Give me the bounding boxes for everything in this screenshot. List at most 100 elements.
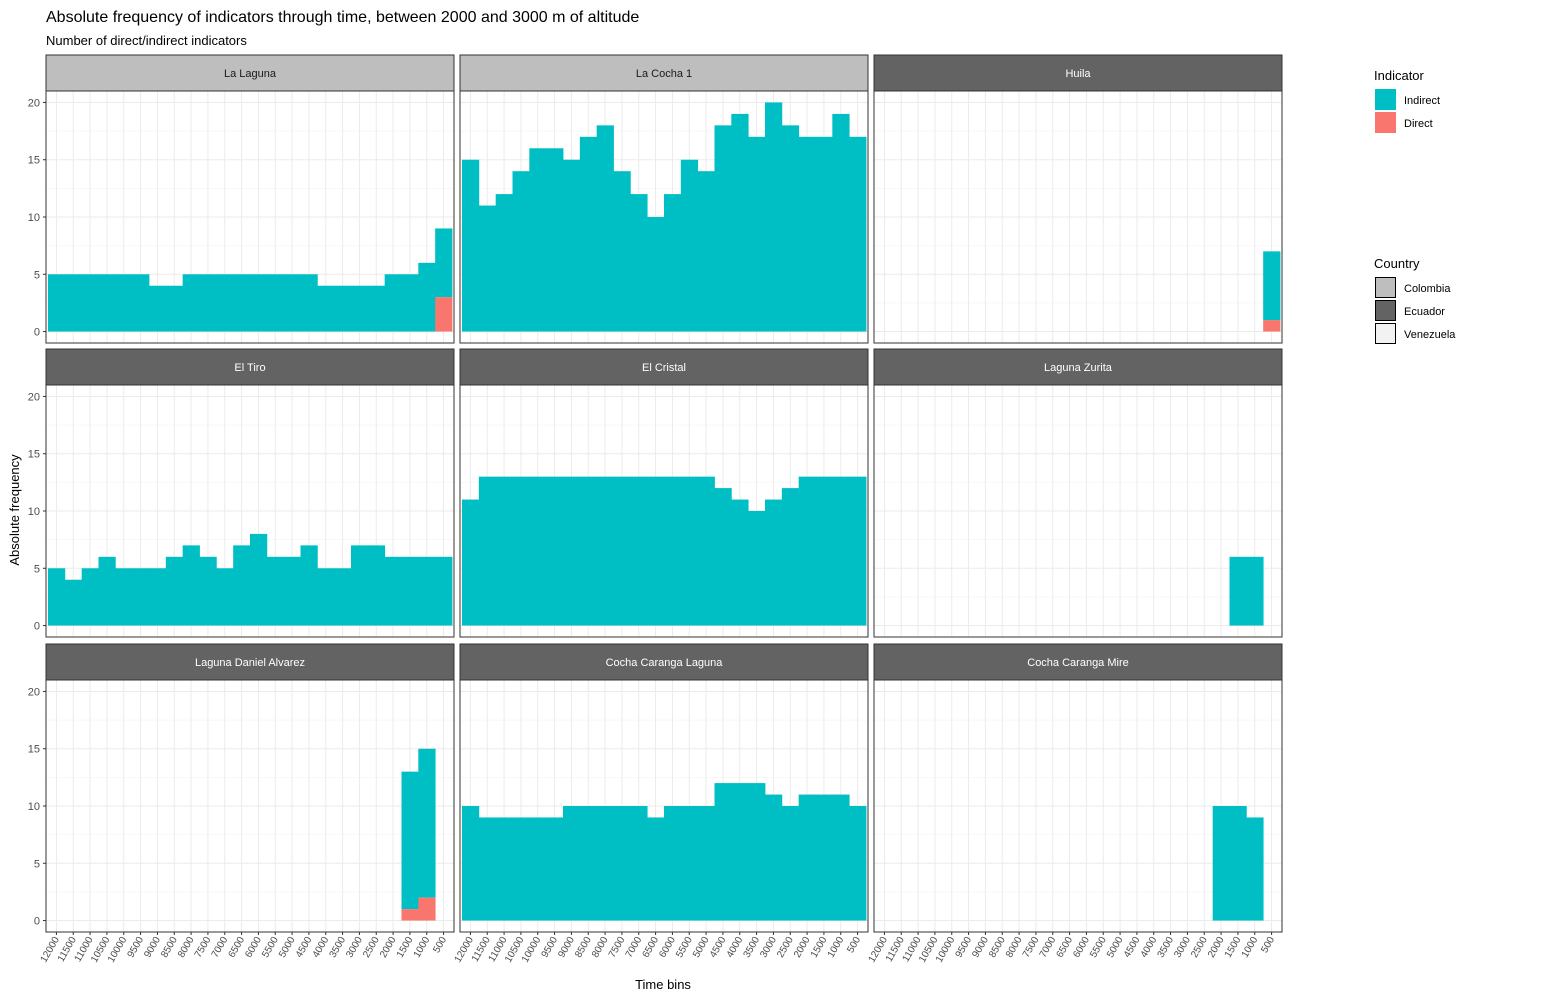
bar-indirect	[300, 274, 318, 332]
bar-indirect	[563, 806, 581, 921]
bar-indirect	[115, 274, 133, 332]
x-tick-label: 6500	[227, 935, 248, 960]
bar-indirect	[563, 476, 581, 626]
bar-indirect	[401, 771, 419, 910]
x-tick-label: 1000	[1240, 935, 1261, 960]
bar-indirect	[1212, 806, 1230, 921]
panel-border	[873, 90, 1283, 344]
bar-indirect	[418, 556, 436, 626]
facet-panel: Laguna Daniel Alvarez 0 5 10 15 20	[28, 643, 455, 933]
bar-indirect	[418, 262, 436, 332]
bar-indirect	[1246, 817, 1264, 921]
bar-indirect	[334, 568, 352, 626]
legend-key	[1375, 277, 1396, 298]
bar-indirect	[64, 274, 83, 332]
bar-indirect	[149, 285, 167, 332]
legend-key	[1375, 323, 1396, 344]
x-tick-label: 7000	[210, 935, 231, 960]
bar-indirect	[367, 545, 386, 626]
bar-indirect	[132, 568, 150, 626]
legend-title: Country	[1374, 256, 1420, 271]
bar-indirect	[512, 476, 530, 626]
x-tick-label: 2000	[1206, 935, 1227, 960]
x-tick-label: 500	[431, 935, 449, 955]
bar-indirect	[765, 499, 783, 626]
legend-key	[1375, 89, 1396, 110]
x-tick-label: 9000	[556, 935, 577, 960]
bar-indirect	[351, 285, 369, 332]
bar-indirect	[1246, 556, 1264, 626]
bar-indirect	[1229, 806, 1247, 921]
legend-country: Country Colombia Ecuador Venezuela	[1374, 256, 1456, 344]
x-tick-label: 7000	[1038, 935, 1059, 960]
legends: Indicator Indirect Direct Country Colombia Ec…	[1374, 68, 1456, 344]
bar-indirect	[512, 171, 530, 332]
x-tick-label: 7500	[1021, 935, 1042, 960]
bar-indirect	[401, 556, 419, 626]
x-tick-label: 5500	[674, 935, 695, 960]
legend-key	[1375, 300, 1396, 321]
facet-strip	[459, 643, 869, 681]
bar-indirect	[664, 806, 682, 921]
bar-indirect	[462, 806, 480, 921]
y-tick-label: 10	[28, 506, 40, 518]
x-tick-label: 9500	[954, 935, 975, 960]
bar-indirect	[478, 476, 497, 626]
bar-indirect	[647, 217, 665, 332]
panel-border	[459, 679, 869, 933]
y-tick-label: 20	[28, 97, 40, 109]
y-tick-label: 10	[28, 801, 40, 813]
bar-indirect	[748, 511, 766, 626]
x-tick-label: 7500	[193, 935, 214, 960]
bar-indirect	[647, 476, 665, 626]
y-tick-label: 0	[34, 916, 40, 928]
bar-indirect	[149, 568, 167, 626]
y-tick-label: 0	[34, 621, 40, 633]
y-tick-label: 20	[28, 686, 40, 698]
facet-strip-label: El Tiro	[234, 362, 265, 374]
x-tick-label: 6000	[243, 935, 264, 960]
bar-indirect	[435, 556, 453, 626]
y-tick-label: 20	[28, 391, 40, 403]
bar-indirect	[815, 476, 833, 626]
facet-strip-label: Laguna Daniel Alvarez	[195, 657, 305, 669]
y-axis-label: Absolute frequency	[7, 454, 22, 566]
bar-indirect	[435, 228, 453, 298]
bar-indirect	[647, 817, 665, 921]
bar-indirect	[529, 148, 547, 332]
bar-indirect	[748, 783, 766, 921]
x-tick-label: 1500	[395, 935, 416, 960]
bar-indirect	[182, 274, 200, 332]
bar-indirect	[81, 274, 99, 332]
bar-indirect	[115, 568, 133, 626]
x-tick-label: 2500	[775, 935, 796, 960]
bar-indirect	[216, 274, 234, 332]
facet-panel: Laguna Zurita	[873, 348, 1283, 638]
panel-border	[459, 384, 869, 638]
bar-indirect	[98, 556, 116, 626]
y-tick-label: 5	[34, 858, 40, 870]
bar-indirect	[199, 556, 217, 626]
x-tick-label: 2500	[361, 935, 382, 960]
x-tick-label: 5000	[691, 935, 712, 960]
panel-border	[459, 90, 869, 344]
facet-panel: Cocha Caranga Laguna	[459, 643, 869, 933]
bar-indirect	[283, 274, 301, 332]
bar-indirect	[250, 274, 268, 332]
bar-indirect	[478, 817, 497, 921]
bar-indirect	[384, 274, 402, 332]
y-tick-label: 15	[28, 449, 40, 461]
bar-indirect	[714, 488, 732, 626]
panel-border	[873, 679, 1283, 933]
x-tick-label: 4500	[1122, 935, 1143, 960]
bar-indirect	[664, 476, 682, 626]
x-tick-label: 3000	[1172, 935, 1193, 960]
x-tick-label: 8500	[987, 935, 1008, 960]
bar-indirect	[182, 545, 200, 626]
bar-indirect	[546, 148, 564, 332]
bar-indirect	[781, 488, 800, 626]
x-tick-label: 7000	[624, 935, 645, 960]
panel-border	[873, 384, 1283, 638]
legend-label: Colombia	[1404, 283, 1451, 295]
bar-indirect	[233, 545, 251, 626]
